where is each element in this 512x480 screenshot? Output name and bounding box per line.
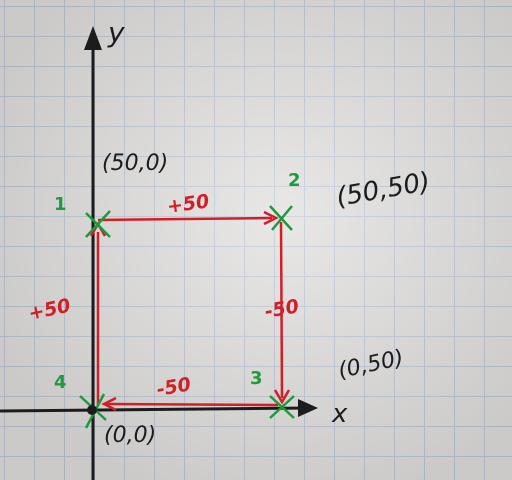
path-segment-top [97,216,273,222]
x-axis-line [0,406,311,413]
point-number-2: 2 [288,170,301,191]
coord-label-point-1: (50,0) [102,151,168,176]
arrow-left-icon [101,396,117,412]
path-segment-right [279,221,284,399]
path-segment-bottom [105,402,279,407]
move-label-right: -50 [263,295,301,323]
move-label-bottom: -50 [155,373,193,401]
x-axis-arrow-icon [298,399,318,417]
y-axis-arrow-icon [84,26,102,50]
movement-path [89,210,291,412]
corner-marker-2-icon [269,205,293,231]
x-axis-label: x [331,399,348,429]
corner-marker-3-icon [269,395,295,419]
arrow-right-icon [263,210,279,226]
arrow-down-icon [273,389,291,405]
move-label-left: +50 [26,295,72,325]
point-number-1: 1 [54,194,67,215]
point-number-4: 4 [54,372,67,393]
y-axis-label: y [107,16,125,49]
axes: y x [0,16,348,480]
origin-dot-icon [87,405,97,415]
point-number-3: 3 [250,368,263,389]
coord-label-point-3: (0,50) [336,346,406,384]
coord-label-point-4: (0,0) [104,423,156,448]
coord-label-point-2: (50,50) [334,167,433,213]
move-label-top: +50 [166,190,211,218]
corner-marker-1-icon [85,210,111,238]
